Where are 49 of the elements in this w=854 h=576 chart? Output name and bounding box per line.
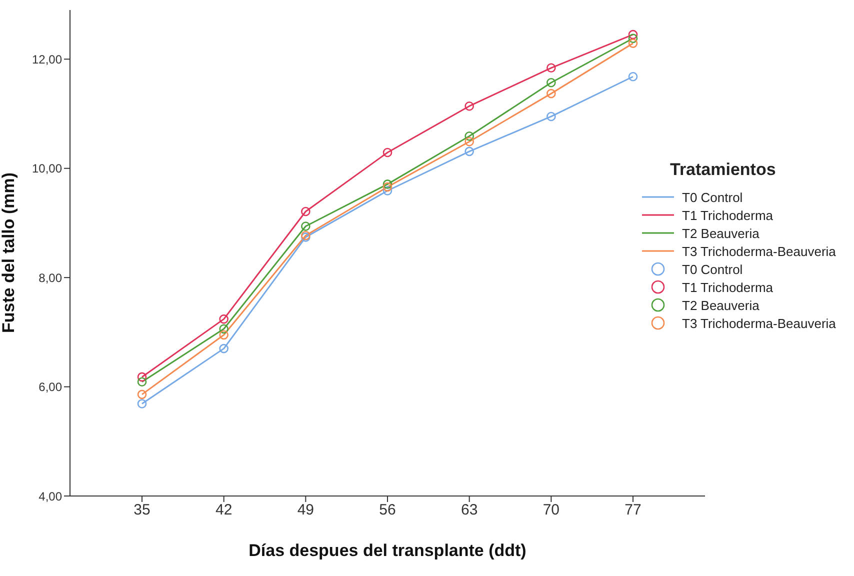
y-tick-label: 4,00 — [38, 489, 62, 504]
legend-label: T1 Trichoderma — [682, 208, 774, 222]
point — [628, 30, 638, 40]
point — [546, 63, 556, 73]
x-tick-label: 42 — [215, 502, 232, 519]
x-tick-label: 70 — [542, 502, 560, 519]
point — [628, 72, 638, 82]
point — [546, 112, 556, 122]
point — [628, 34, 638, 44]
point — [464, 101, 474, 111]
y-axis-title: Fuste del tallo (mm) — [0, 172, 18, 333]
point — [464, 146, 474, 156]
y-tick-label: 10,00 — [32, 162, 62, 176]
text: T1 Trichoderma — [682, 280, 774, 294]
point — [219, 344, 228, 354]
x-tick-label: 63 — [460, 502, 478, 519]
point — [137, 399, 147, 408]
x-tick-label: 35 — [134, 502, 150, 519]
text: T2 Beauveria — [682, 298, 760, 312]
y-tick-label: 8,00 — [38, 270, 62, 285]
x-tick-label: 77 — [624, 502, 642, 519]
point — [137, 377, 147, 387]
point — [628, 38, 638, 48]
text: T3 Trichoderma-Beauveria — [682, 316, 836, 330]
y-tick-label: 6,00 — [38, 380, 62, 394]
point — [546, 78, 556, 88]
point — [301, 222, 310, 231]
point — [464, 131, 474, 141]
point — [219, 330, 228, 340]
legend-label: T0 Control — [682, 190, 743, 204]
point — [382, 182, 392, 192]
legend-title: Tratamientos — [670, 160, 777, 180]
x-tick-label: 56 — [379, 502, 396, 519]
legend-label: T3 Trichoderma-Beauveria — [682, 244, 836, 258]
text: T0 Control — [682, 262, 743, 276]
point — [382, 180, 392, 189]
point — [546, 88, 556, 98]
x-axis-title: Días despues del transplante (ddt) — [248, 541, 526, 560]
point — [137, 372, 147, 382]
x-tick-label: 49 — [297, 502, 314, 519]
point — [382, 148, 392, 158]
point — [301, 206, 310, 216]
point — [219, 324, 228, 334]
point — [219, 314, 228, 324]
point — [382, 186, 392, 196]
point — [137, 390, 147, 400]
legend-label: T2 Beauveria — [682, 226, 760, 240]
point — [464, 136, 474, 146]
y-tick-label: 12,00 — [32, 52, 62, 66]
